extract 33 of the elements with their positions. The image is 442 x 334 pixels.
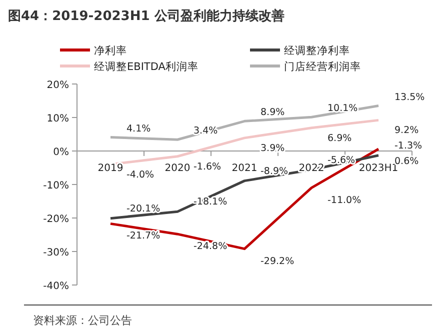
chart-title: 图44：2019-2023H1 公司盈利能力持续改善 [8,8,284,24]
data-label: -8.9% [260,166,288,177]
legend-label: 经调整净利率 [284,44,350,57]
y-tick-label: -10% [43,180,69,192]
data-label: -1.6% [194,161,222,172]
x-tick-label: 2020 [164,163,190,174]
y-tick-label: -30% [43,248,69,258]
data-label: 4.1% [126,123,151,134]
data-label: 9.2% [394,125,419,136]
data-label: 10.1% [328,103,358,114]
data-label: 13.5% [394,92,425,103]
x-tick-label: 2021 [232,163,258,174]
data-label: 8.9% [260,107,285,118]
text: 资料来源：公司公告 [33,314,132,327]
y-tick-label: 10% [46,114,69,124]
data-label: -20.1% [126,203,160,214]
y-tick-label: -40% [43,281,69,292]
data-label: -21.7% [126,230,160,242]
y-tick-label: -20% [43,214,69,225]
legend-label: 经调整EBITDA利润率 [94,60,198,73]
data-label: 3.9% [260,142,285,154]
y-tick-label: 0% [53,147,69,158]
data-label: -11.0% [328,194,362,206]
data-label: -1.3% [394,140,422,152]
data-label: -29.2% [260,256,294,267]
data-label: 6.9% [328,132,352,144]
legend-label: 净利率 [94,44,127,57]
legend-label: 门店经营利润率 [284,60,361,73]
data-label: -4.0% [126,169,154,180]
y-tick-label: 20% [46,80,69,91]
x-tick-label: 2019 [98,163,124,174]
data-label: 3.4% [194,126,218,137]
data-label: -24.8% [194,241,228,252]
